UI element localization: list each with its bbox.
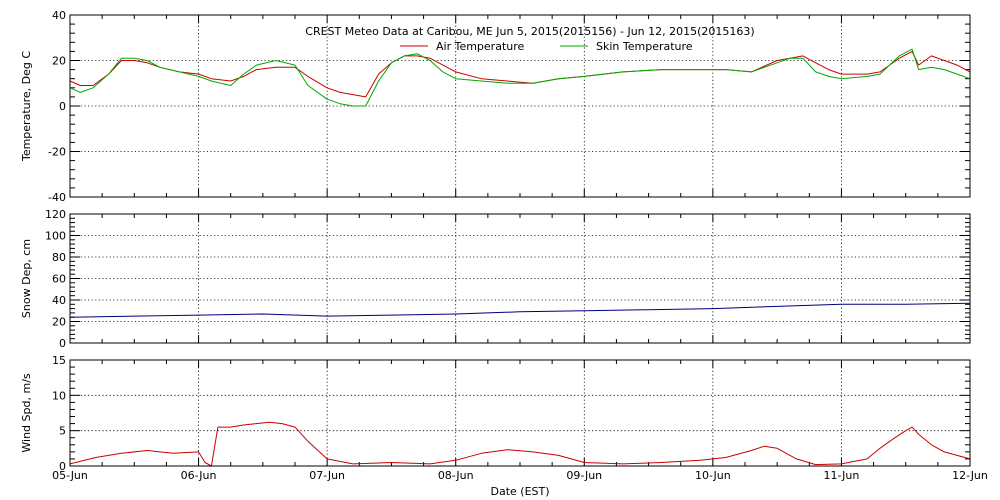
y-tick-label: -20 [48, 146, 66, 159]
x-tick-label: 08-Jun [438, 469, 474, 482]
legend-label: Air Temperature [436, 40, 525, 53]
y-tick-label: 80 [52, 251, 66, 264]
y-tick-label: 120 [45, 208, 66, 221]
y-tick-label: 0 [59, 100, 66, 113]
y-tick-label: 20 [52, 316, 66, 329]
x-tick-label: 06-Jun [181, 469, 217, 482]
y-tick-label: 15 [52, 354, 66, 367]
y-tick-label: 100 [45, 230, 66, 243]
y-tick-label: 0 [59, 337, 66, 350]
plot-frame [69, 359, 971, 467]
legend: Air Temperature Skin Temperature [400, 40, 693, 53]
y-tick-label: -40 [48, 191, 66, 204]
plot-frame [69, 213, 971, 344]
y-axis-label: Snow Dep, cm [20, 239, 33, 318]
plot-frame [69, 14, 971, 198]
y-tick-label: 40 [52, 294, 66, 307]
series-line [69, 302, 971, 318]
y-axis-label: Wind Spd, m/s [20, 373, 33, 453]
y-tick-label: 60 [52, 273, 66, 286]
x-tick-label: 09-Jun [566, 469, 602, 482]
x-tick-label: 07-Jun [309, 469, 345, 482]
y-tick-label: 10 [52, 389, 66, 402]
y-tick-label: 20 [52, 55, 66, 68]
chart-title: CREST Meteo Data at Caribou, ME Jun 5, 2… [305, 25, 754, 38]
legend-label: Skin Temperature [596, 40, 693, 53]
y-axis-label: Temperature, Deg C [20, 51, 33, 162]
x-tick-label: 11-Jun [824, 469, 860, 482]
series-line [69, 421, 971, 467]
x-tick-label: 12-Jun [952, 469, 988, 482]
y-tick-label: 0 [59, 460, 66, 473]
x-tick-label: 05-Jun [52, 469, 88, 482]
y-tick-label: 40 [52, 9, 66, 22]
x-axis-label: Date (EST) [490, 485, 549, 498]
y-tick-label: 5 [59, 425, 66, 438]
x-tick-label: 10-Jun [695, 469, 731, 482]
series-line [69, 48, 971, 107]
series-line [69, 50, 971, 98]
